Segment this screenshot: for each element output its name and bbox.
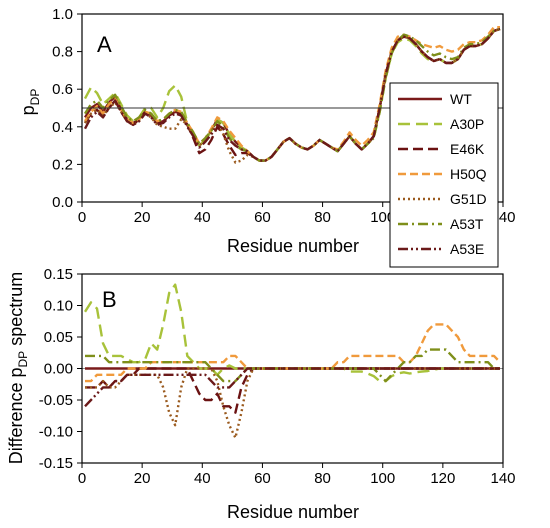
panel-b-y-axis-title-difference: Difference p — [6, 367, 26, 464]
panel-b-letter: B — [102, 287, 117, 312]
panel-b-y-tick-label: 0.00 — [44, 361, 73, 378]
panel-a-x-tick-label: 100 — [370, 209, 395, 226]
panel-a-y-tick-label: 0.2 — [52, 156, 73, 173]
panel-a-y-tick-label: 0.4 — [52, 119, 73, 136]
panel-b-x-tick-label: 60 — [254, 470, 271, 487]
panel-b: 0 20 40 60 80 100 120 140 -0.15 -0.10 -0.05 0.00 0.0… — [6, 266, 516, 522]
panel-b-x-tick-label: 120 — [430, 470, 455, 487]
panel-a-x-tick-label: 0 — [78, 209, 86, 226]
panel-a-y-tick-label: 0.8 — [52, 44, 73, 61]
panel-b-y-tick-label: -0.15 — [39, 455, 73, 472]
panel-a-series-a53e — [83, 27, 501, 162]
panel-a-series-lines — [83, 26, 501, 164]
panel-a-y-tick-label: 0.6 — [52, 81, 73, 98]
panel-b-y-tick-label: -0.10 — [39, 424, 73, 441]
panel-a-y-axis-title: pDP — [18, 89, 42, 116]
panel-b-x-tick-label: 140 — [490, 470, 515, 487]
panel-b-y-tick-label: 0.05 — [44, 329, 73, 346]
legend-label-a53t: A53T — [450, 216, 484, 232]
panel-a-y-tick-label: 0.0 — [52, 194, 73, 211]
panel-b-y-tick-label: 0.15 — [44, 266, 73, 283]
legend: WT A30P E46K H50Q G51D A53T A53E — [389, 82, 499, 268]
panel-b-x-tick-label: 20 — [134, 470, 151, 487]
panel-a-x-tick-label: 80 — [314, 209, 331, 226]
panel-a-x-tick-label: 60 — [254, 209, 271, 226]
panel-b-series-a30p — [83, 283, 500, 383]
panel-a-y-axis-title-p: p — [18, 105, 38, 115]
panel-a: 0204060801001201400.00.20.40.60.81.0 A R… — [18, 6, 516, 268]
panel-a-series-a30p — [83, 27, 501, 162]
panel-a-letter: A — [97, 32, 112, 57]
panel-a-y-tick-label: 1.0 — [52, 6, 73, 23]
panel-b-x-tick-label: 0 — [78, 470, 86, 487]
legend-label-e46k: E46K — [450, 141, 485, 157]
panel-b-y-tick-label: -0.05 — [39, 392, 73, 409]
panel-a-y-axis-title-sub: DP — [28, 89, 42, 106]
panel-b-y-tick-label: 0.10 — [44, 298, 73, 315]
panel-b-series-lines — [83, 283, 501, 439]
legend-label-a30p: A30P — [450, 116, 484, 132]
panel-b-ticks: 0 20 40 60 80 100 120 140 -0.15 -0.10 -0.05 0.00 0.0… — [39, 266, 516, 487]
panel-a-x-axis-title: Residue number — [227, 236, 359, 256]
panel-b-y-axis-title: Difference pDP spectrum — [6, 272, 30, 464]
panel-b-series-a53e — [84, 367, 500, 408]
panel-b-x-tick-label: 100 — [370, 470, 395, 487]
panel-a-x-tick-label: 20 — [134, 209, 151, 226]
panel-a-plot-frame — [81, 13, 504, 203]
legend-label-a53e: A53E — [450, 241, 484, 257]
panel-b-series-g51d — [85, 367, 500, 439]
panel-b-x-tick-label: 40 — [194, 470, 211, 487]
panel-b-y-axis-title-spectrum: spectrum — [6, 272, 26, 351]
legend-label-g51d: G51D — [450, 191, 487, 207]
panel-b-x-axis-title: Residue number — [227, 502, 359, 522]
panel-b-y-axis-title-sub: DP — [16, 351, 30, 368]
legend-box — [389, 82, 499, 268]
panel-a-x-tick-label: 40 — [194, 209, 211, 226]
panel-b-x-tick-label: 80 — [314, 470, 331, 487]
legend-label-wt: WT — [450, 91, 472, 107]
legend-label-h50q: H50Q — [450, 166, 487, 182]
